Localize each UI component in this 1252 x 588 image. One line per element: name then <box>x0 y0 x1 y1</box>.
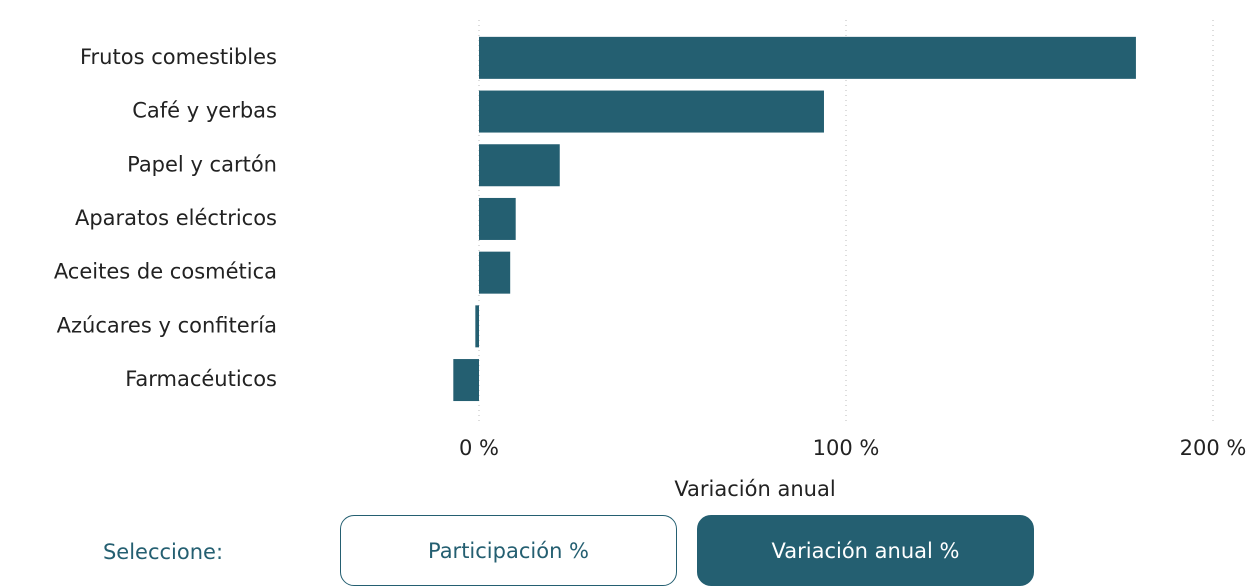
option-button[interactable]: Variación anual % <box>697 515 1034 586</box>
chart: 0 % 100 % 200 % Variación anual Frutos comes… <box>54 20 1247 501</box>
y-tick-label: Café y yerbas <box>132 99 277 123</box>
bar <box>479 90 824 133</box>
bar <box>479 144 560 187</box>
x-tick-label: 200 % <box>1180 436 1247 460</box>
y-tick-label: Frutos comestibles <box>80 45 277 69</box>
y-tick-label: Papel y cartón <box>127 152 277 176</box>
y-tick-label: Farmacéuticos <box>125 367 277 391</box>
y-tick-label: Aparatos eléctricos <box>75 206 277 230</box>
select-label: Seleccione: <box>102 540 224 564</box>
bar <box>475 305 479 348</box>
x-tick-label: 100 % <box>813 436 880 460</box>
y-tick-label: Aceites de cosmética <box>54 260 277 284</box>
bar <box>453 359 479 402</box>
x-axis-label: Variación anual <box>674 477 835 501</box>
bar <box>479 36 1136 79</box>
bar <box>479 197 516 240</box>
x-tick-label: 0 % <box>459 436 499 460</box>
option-button[interactable]: Participación % <box>340 515 677 586</box>
bar <box>479 251 511 294</box>
y-tick-label: Azúcares y confitería <box>57 313 277 337</box>
